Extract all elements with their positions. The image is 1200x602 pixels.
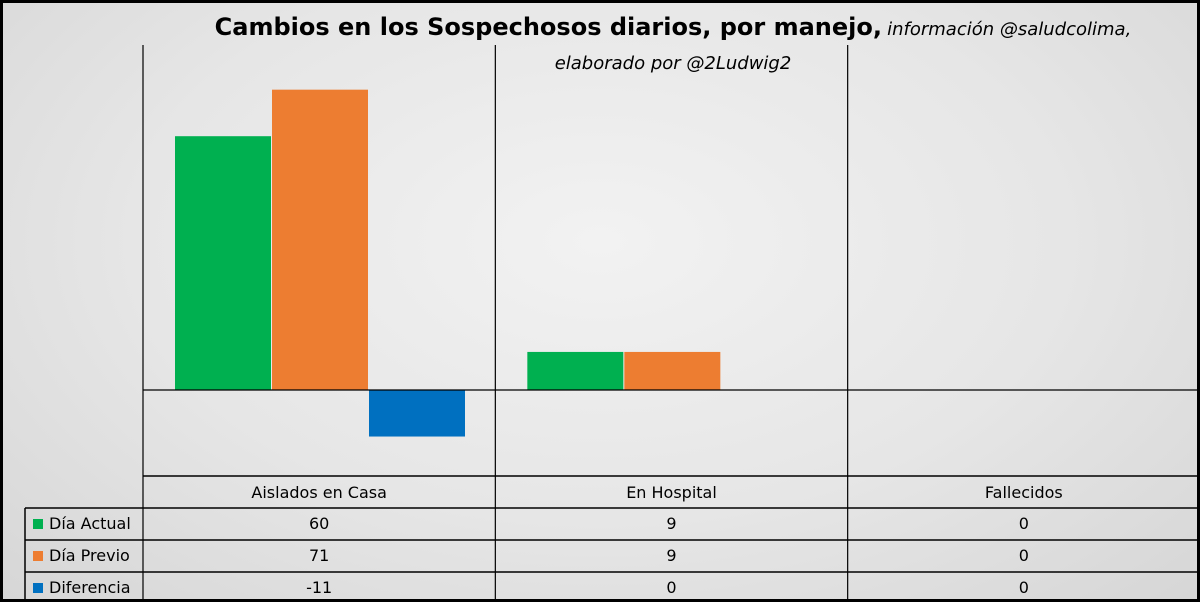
table-cell: 71 — [308, 546, 330, 565]
table-cell: 9 — [666, 546, 677, 565]
bar-diferencia-0 — [369, 390, 465, 437]
bar-d-a-actual-0 — [175, 136, 271, 390]
title-main: Cambios en los Sospechosos diarios, por … — [214, 13, 882, 41]
table-cell: -11 — [306, 578, 333, 597]
chart-title: Cambios en los Sospechosos diarios, por … — [143, 13, 1197, 41]
table-cell: 0 — [666, 578, 677, 597]
legend-label: Día Previo — [49, 546, 130, 565]
table-cell: 0 — [1018, 514, 1029, 533]
table-cell: 0 — [1018, 578, 1029, 597]
title-subtitle-part2: elaborado por @2Ludwig2 — [554, 53, 792, 74]
table-cell: 9 — [666, 514, 677, 533]
bar-d-a-previo-0 — [272, 89, 368, 391]
title-subtitle-part1: información @saludcolima, — [887, 19, 1132, 40]
chart-plot — [24, 45, 1197, 599]
bar-d-a-previo-1 — [624, 351, 721, 390]
table-cell: 0 — [1018, 546, 1029, 565]
legend-swatch — [33, 519, 43, 529]
bar-d-a-actual-1 — [527, 351, 624, 390]
legend-label: Diferencia — [49, 578, 131, 597]
category-label: Aislados en Casa — [251, 483, 387, 502]
category-label: Fallecidos — [984, 483, 1063, 502]
legend-label: Día Actual — [49, 514, 131, 533]
category-label: En Hospital — [626, 483, 717, 502]
legend-swatch — [33, 583, 43, 593]
legend-swatch — [33, 551, 43, 561]
chart-subtitle: elaborado por @2Ludwig2 — [143, 53, 1197, 74]
table-cell: 60 — [308, 514, 330, 533]
